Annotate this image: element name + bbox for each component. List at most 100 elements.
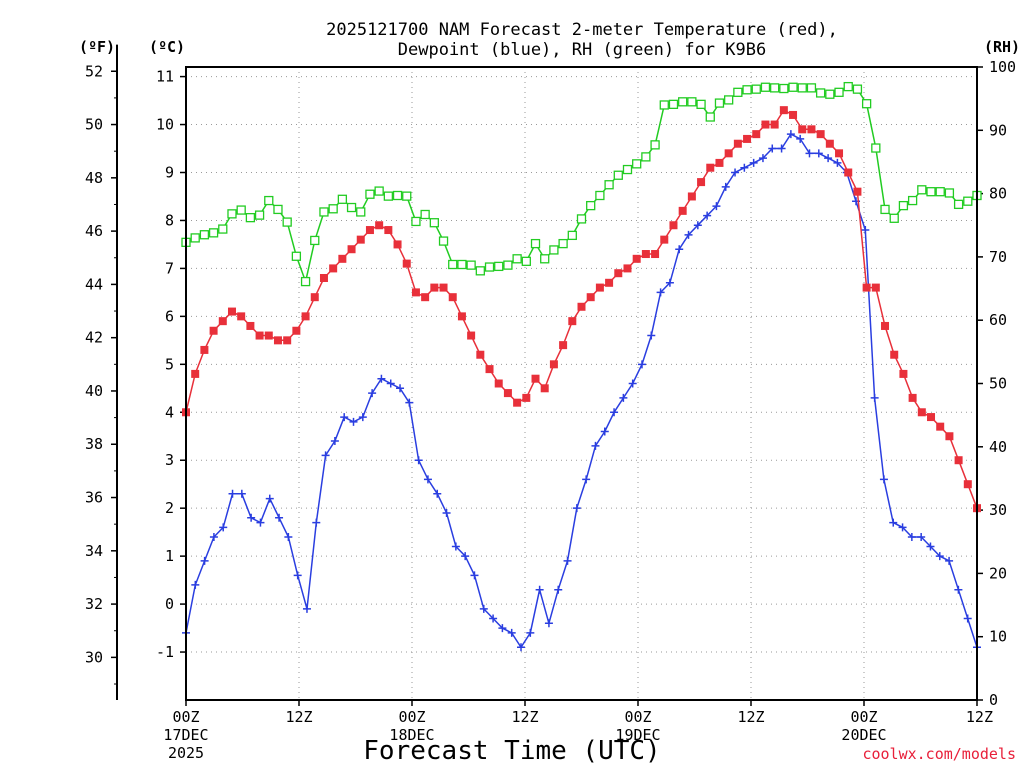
- rh-point: [319, 207, 329, 217]
- fahrenheit-unit-label: (ºF): [79, 38, 115, 56]
- rh-axis: 0 10 20 30 40 50 60 70 80 90 100: [977, 58, 1016, 709]
- temperature-point: [310, 293, 319, 302]
- dewpoint-point: [247, 513, 256, 522]
- dewpoint-point: [340, 413, 349, 422]
- dewpoint-point: [591, 441, 600, 450]
- celsius-tick-label: 8: [165, 211, 174, 229]
- rh-point: [466, 260, 476, 270]
- temperature-point: [549, 360, 558, 369]
- rh-point: [475, 266, 485, 276]
- rh-point: [797, 83, 807, 93]
- dewpoint-point: [526, 628, 535, 637]
- dewpoint-point: [358, 413, 367, 422]
- temperature-point: [853, 187, 862, 196]
- rh-point: [264, 195, 274, 206]
- time-tick-label: 17DEC: [163, 726, 208, 744]
- temperature-point: [743, 134, 752, 143]
- rh-point: [871, 143, 881, 153]
- dewpoint-point: [423, 475, 432, 484]
- temperature-point: [715, 158, 724, 167]
- dewpoint-point: [954, 585, 963, 594]
- rh-point: [604, 180, 614, 190]
- dewpoint-point: [814, 149, 823, 158]
- temperature-point: [963, 480, 972, 489]
- temperature-point: [954, 456, 963, 465]
- temperature-point: [890, 350, 899, 359]
- temperature-point: [393, 240, 402, 249]
- dewpoint-point: [610, 408, 619, 417]
- time-tick-label: 20DEC: [841, 726, 886, 744]
- rh-point: [494, 261, 504, 272]
- temperature-point: [365, 226, 374, 235]
- temperature-series: [182, 106, 981, 513]
- rh-point: [429, 218, 439, 228]
- temperature-point: [540, 384, 549, 393]
- dewpoint-point: [275, 513, 284, 522]
- dewpoint-point: [470, 571, 479, 580]
- celsius-tick-label: 6: [165, 307, 174, 325]
- temperature-point: [660, 235, 669, 244]
- temperature-point: [191, 369, 200, 378]
- rh-point: [282, 217, 292, 227]
- celsius-tick-label: 2: [165, 499, 174, 517]
- rh-point: [714, 98, 725, 108]
- celsius-tick-label: 0: [165, 595, 174, 613]
- rh-point: [521, 256, 531, 266]
- dewpoint-point: [656, 288, 665, 297]
- temperature-point: [411, 288, 420, 297]
- temperature-point: [724, 149, 733, 158]
- rh-tick-label: 100: [989, 58, 1016, 76]
- temperature-point: [899, 369, 908, 378]
- temperature-point: [375, 221, 384, 230]
- rh-point: [374, 186, 384, 196]
- rh-tick-label: 70: [989, 248, 1007, 266]
- dewpoint-point: [544, 619, 553, 628]
- temperature-point: [264, 331, 273, 340]
- temperature-point: [595, 283, 604, 292]
- dewpoint-point: [786, 130, 795, 139]
- fahrenheit-axis: 30 32 34 36 38 40 42 44 46 48 50 52: [85, 44, 118, 700]
- temperature-point: [697, 178, 706, 187]
- rh-point: [852, 84, 863, 94]
- rh-point: [687, 97, 697, 107]
- dewpoint-point: [442, 508, 451, 517]
- temperature-point: [577, 302, 586, 311]
- dewpoint-point: [889, 518, 898, 527]
- rh-point: [576, 214, 587, 224]
- rh-point: [448, 259, 458, 270]
- time-tick-label: 12Z: [737, 708, 764, 726]
- rh-tick-label: 40: [989, 438, 1007, 456]
- temperature-point: [531, 374, 540, 383]
- rh-point: [365, 189, 375, 199]
- dewpoint-point: [833, 158, 842, 167]
- blue-series-line: [185, 133, 978, 649]
- temperature-point: [706, 163, 715, 172]
- rh-point: [420, 209, 430, 220]
- dewpoint-point: [684, 230, 693, 239]
- rh-point: [337, 194, 348, 204]
- rh-point: [503, 260, 513, 270]
- fahrenheit-tick-label: 36: [85, 489, 103, 507]
- credit-text: coolwx.com/models: [862, 745, 1016, 763]
- rh-point: [328, 204, 338, 214]
- rh-tick-label: 90: [989, 121, 1007, 139]
- temperature-point: [384, 226, 393, 235]
- temperature-point: [338, 254, 347, 263]
- rh-point: [190, 233, 200, 243]
- temperature-point: [936, 422, 945, 431]
- rh-point: [926, 187, 936, 197]
- temperature-point: [467, 331, 476, 340]
- time-tick-label: 19DEC: [615, 726, 660, 744]
- temperature-point: [457, 312, 466, 321]
- temperature-point: [632, 254, 641, 263]
- temperature-point: [881, 321, 890, 330]
- dewpoint-point: [721, 182, 730, 191]
- rh-tick-label: 0: [989, 691, 998, 709]
- dewpoint-point: [917, 532, 926, 541]
- rh-point: [236, 205, 246, 215]
- dewpoint-point: [517, 643, 526, 652]
- dewpoint-point: [637, 360, 646, 369]
- time-tick-label: 12Z: [511, 708, 538, 726]
- rh-point: [613, 170, 623, 180]
- dewpoint-point: [945, 556, 954, 565]
